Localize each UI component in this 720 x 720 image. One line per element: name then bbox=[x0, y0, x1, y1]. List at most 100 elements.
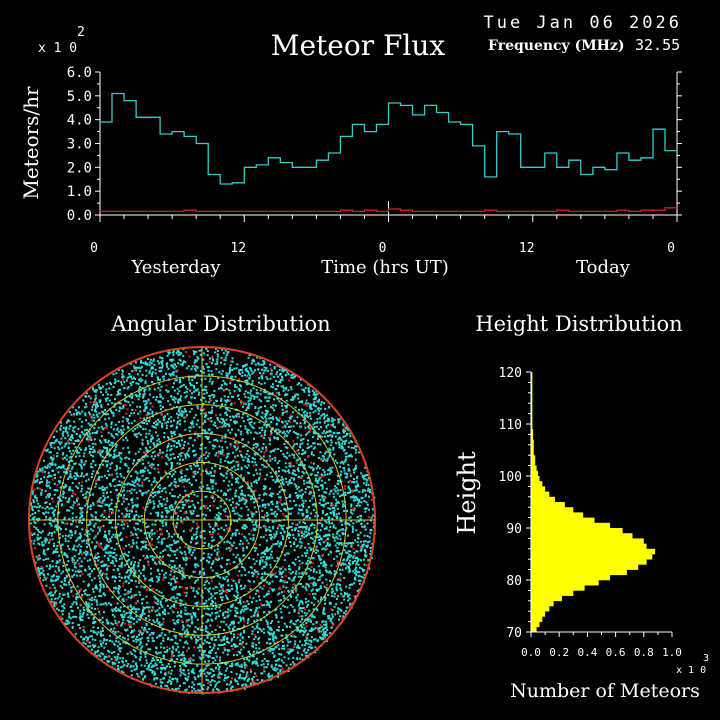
height-x-tick-label: 1.0 bbox=[662, 646, 682, 659]
frequency-label: Frequency (MHz) bbox=[488, 38, 625, 54]
height-bar bbox=[531, 450, 534, 456]
y-multiplier: x 1 0 bbox=[38, 41, 77, 56]
height-y-tick-label: 80 bbox=[506, 574, 522, 589]
height-bar bbox=[531, 626, 537, 633]
y-multiplier-exponent: 2 bbox=[77, 25, 85, 40]
height-bar bbox=[531, 460, 536, 466]
flux-y-tick-label: 0.0 bbox=[67, 208, 92, 224]
flux-series bbox=[100, 92, 677, 213]
flux-x-tick-label: 0 bbox=[667, 241, 675, 256]
height-x-multiplier-exponent: 3 bbox=[703, 653, 709, 664]
date-label: Tue Jan 06 2026 bbox=[483, 13, 682, 33]
height-bar bbox=[531, 600, 554, 607]
height-bar bbox=[531, 507, 574, 513]
angular-rings bbox=[28, 346, 376, 694]
height-x-tick-label: 0.2 bbox=[549, 646, 569, 659]
flux-x-tick-label: 12 bbox=[230, 241, 246, 256]
height-bar bbox=[531, 595, 562, 602]
height-x-axis-label: Number of Meteors bbox=[510, 680, 700, 702]
height-y-tick-label: 100 bbox=[499, 470, 522, 485]
height-y-tick-label: 110 bbox=[499, 418, 522, 433]
flux-chart: 0.01.02.03.04.05.06.00 12 0 12 0 Meteors/hr … bbox=[19, 65, 682, 278]
flux-y-tick-label: 1.0 bbox=[67, 184, 92, 200]
height-bar bbox=[531, 439, 534, 446]
height-bar bbox=[531, 491, 550, 498]
flux-series-line-0 bbox=[100, 92, 677, 185]
height-y-tick-label: 70 bbox=[506, 626, 522, 641]
height-bar bbox=[531, 496, 555, 503]
height-x-tick-label: 0.6 bbox=[606, 646, 626, 659]
height-title: Height Distribution bbox=[475, 312, 682, 336]
height-x-multiplier: x 1 0 bbox=[676, 665, 706, 676]
height-bar bbox=[531, 444, 534, 451]
flux-x-axis-label: Time (hrs UT) bbox=[321, 257, 449, 278]
frequency-value: 32.55 bbox=[635, 36, 680, 54]
height-bar bbox=[531, 616, 543, 622]
height-bar bbox=[531, 372, 533, 378]
height-bar bbox=[531, 413, 533, 420]
height-y-axis-label: Height bbox=[453, 451, 481, 535]
height-bar bbox=[531, 554, 653, 560]
height-bar bbox=[531, 418, 533, 425]
height-bar bbox=[531, 377, 533, 383]
height-bar bbox=[531, 606, 550, 612]
flux-y-tick-label: 4.0 bbox=[67, 113, 92, 129]
height-bar bbox=[531, 559, 647, 565]
height-bar bbox=[531, 569, 627, 576]
height-bar bbox=[531, 543, 647, 550]
height-y-tick-label: 120 bbox=[499, 366, 522, 381]
flux-day-label-yesterday: Yesterday bbox=[130, 257, 221, 278]
height-bar bbox=[531, 590, 574, 596]
height-bar bbox=[531, 465, 537, 472]
flux-y-tick-label: 2.0 bbox=[67, 160, 92, 176]
height-bar bbox=[531, 502, 565, 508]
height-bar bbox=[531, 580, 599, 586]
height-bar bbox=[531, 574, 610, 581]
height-bar bbox=[531, 528, 623, 534]
height-bar bbox=[531, 564, 639, 570]
height-bar bbox=[531, 455, 536, 461]
height-x-tick-label: 0.8 bbox=[634, 646, 654, 659]
height-bar bbox=[531, 611, 546, 617]
height-bar bbox=[531, 398, 533, 404]
height-bar bbox=[531, 522, 610, 529]
angular-distribution-chart: Angular Distribution bbox=[28, 312, 377, 695]
height-bar bbox=[531, 517, 595, 524]
flux-axes: 0.0 1.0 2.0 3.0 4.0 5.0 6.0 0 12 0 12 0 bbox=[67, 65, 682, 256]
height-bar bbox=[531, 434, 534, 440]
flux-y-tick-label: 5.0 bbox=[67, 89, 92, 105]
flux-x-tick-label: 12 bbox=[519, 241, 535, 256]
height-bar bbox=[531, 538, 644, 544]
page-title: Meteor Flux bbox=[271, 29, 446, 62]
height-bar bbox=[531, 512, 584, 518]
angular-cyan-dots bbox=[29, 347, 377, 695]
height-distribution-chart: Height Distribution 70 80 90 100 110 120 0.0 0.… bbox=[453, 312, 709, 702]
height-bar bbox=[531, 424, 533, 430]
height-bar bbox=[531, 621, 540, 628]
angular-dots bbox=[29, 347, 377, 695]
flux-x-tick-label: 0 bbox=[379, 241, 387, 256]
flux-x-tick-label: 0 bbox=[90, 241, 98, 256]
height-bar bbox=[531, 382, 533, 388]
height-bar bbox=[531, 429, 534, 435]
height-bar bbox=[531, 387, 533, 394]
height-bar bbox=[531, 392, 533, 399]
height-axes: 70 80 90 100 110 120 0.0 0.2 0.4 0.6 0.8 1.0 bbox=[499, 366, 682, 659]
height-bar bbox=[531, 476, 540, 482]
height-bar bbox=[531, 533, 633, 539]
height-bar bbox=[531, 408, 533, 414]
flux-y-tick-label: 3.0 bbox=[67, 137, 92, 153]
height-bar bbox=[531, 470, 538, 477]
height-y-tick-label: 90 bbox=[506, 522, 522, 537]
height-x-tick-label: 0.0 bbox=[521, 646, 541, 659]
flux-y-axis-label: Meteors/hr bbox=[19, 86, 43, 200]
height-bar bbox=[531, 486, 546, 492]
height-x-tick-label: 0.4 bbox=[577, 646, 597, 659]
flux-day-label-today: Today bbox=[576, 257, 631, 278]
height-bar bbox=[531, 403, 533, 409]
flux-y-tick-label: 6.0 bbox=[67, 65, 92, 81]
height-bar bbox=[531, 548, 656, 555]
height-bar bbox=[531, 585, 585, 591]
